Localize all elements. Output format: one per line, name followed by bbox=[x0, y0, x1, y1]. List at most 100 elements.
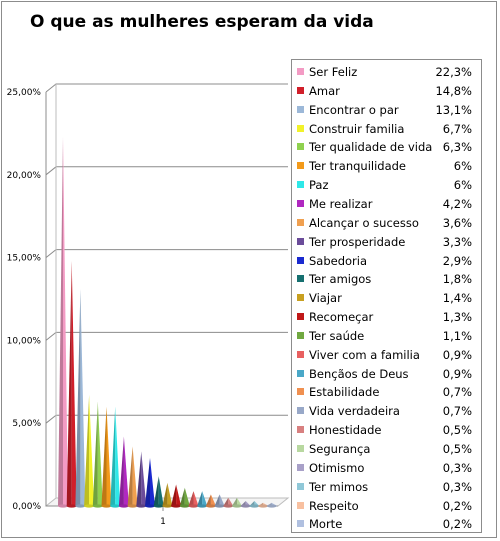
cone-bar bbox=[84, 395, 95, 508]
y-tick-label: 0,00% bbox=[12, 502, 41, 512]
x-tick-label: 1 bbox=[160, 517, 166, 527]
legend-label: Ter tranquilidade bbox=[309, 159, 406, 174]
legend-swatch bbox=[297, 482, 304, 490]
cone-left-face bbox=[205, 494, 211, 507]
cone-base bbox=[58, 504, 68, 508]
cone-left-face bbox=[118, 436, 124, 507]
legend-label: Bençãos de Deus bbox=[309, 366, 409, 381]
cone-bar bbox=[66, 260, 77, 508]
cone-right-face bbox=[193, 491, 199, 507]
legend-item: Honestidade 0,5% bbox=[292, 421, 481, 440]
legend-value: 0,2% bbox=[442, 517, 472, 532]
cone-bar bbox=[249, 501, 260, 508]
cone-left-face bbox=[153, 476, 159, 507]
cone-left-face bbox=[136, 451, 142, 507]
cone-bar bbox=[205, 494, 216, 508]
cone-bar bbox=[118, 436, 129, 508]
chart-title: O que as mulheres esperam da vida bbox=[30, 12, 374, 32]
cone-left-face bbox=[162, 482, 168, 507]
cone-base bbox=[205, 504, 216, 508]
legend-swatch bbox=[297, 350, 304, 358]
legend-value: 6% bbox=[453, 178, 472, 193]
legend-value: 1,3% bbox=[442, 310, 472, 325]
cone-right-face bbox=[89, 395, 95, 507]
legend-swatch bbox=[297, 124, 304, 132]
cone-bar bbox=[162, 482, 173, 508]
legend-value: 0,3% bbox=[442, 479, 472, 494]
legend-swatch bbox=[297, 162, 304, 170]
legend-swatch bbox=[297, 388, 304, 396]
cone-bar bbox=[153, 476, 164, 508]
cone-base bbox=[179, 504, 190, 508]
legend-label: Me realizar bbox=[309, 196, 373, 211]
cone-bar bbox=[75, 289, 86, 508]
gridline bbox=[45, 166, 288, 176]
legend-item: Morte 0,2% bbox=[292, 515, 481, 534]
legend-label: Estabilidade bbox=[309, 385, 380, 400]
legend-item: Estabilidade 0,7% bbox=[292, 383, 481, 402]
legend-label: Alcançar o sucesso bbox=[309, 215, 419, 230]
legend-label: Respeito bbox=[309, 498, 359, 513]
legend-label: Viver com a familia bbox=[309, 347, 420, 362]
cone-right-face bbox=[219, 494, 225, 507]
cone-left-face bbox=[188, 491, 194, 507]
legend-value: 4,2% bbox=[442, 196, 472, 211]
legend-value: 1,1% bbox=[442, 328, 472, 343]
legend-label: Ter mimos bbox=[309, 479, 369, 494]
legend-swatch bbox=[297, 199, 304, 207]
cone-right-face bbox=[97, 401, 103, 507]
legend-swatch bbox=[297, 143, 304, 151]
legend-label: Ter prosperidade bbox=[309, 234, 406, 249]
cone-base bbox=[75, 504, 86, 508]
cone-base bbox=[153, 504, 164, 508]
cone-right-face bbox=[150, 457, 155, 507]
legend-item: Viver com a familia 0,9% bbox=[292, 346, 481, 365]
legend-value: 0,3% bbox=[442, 460, 472, 475]
legend-swatch bbox=[297, 407, 304, 415]
legend-label: Segurança bbox=[309, 442, 371, 456]
cone-base bbox=[118, 504, 129, 508]
cone-right-face bbox=[158, 476, 164, 507]
cone-right-face bbox=[123, 436, 129, 507]
cone-bar bbox=[101, 406, 112, 508]
cone-bar bbox=[266, 502, 277, 508]
legend-label: Sabedoria bbox=[309, 253, 368, 268]
cone-base bbox=[240, 504, 251, 508]
cone-left-face bbox=[145, 457, 150, 507]
legend-swatch bbox=[297, 275, 304, 283]
cone-left-face bbox=[127, 446, 133, 507]
y-tick-label: 15,00% bbox=[7, 254, 42, 264]
cone-right-face bbox=[80, 289, 86, 507]
legend-value: 0,2% bbox=[442, 498, 472, 513]
cone-right-face bbox=[115, 406, 121, 507]
legend-swatch bbox=[297, 426, 304, 434]
legend-item: Ter mimos 0,3% bbox=[292, 478, 481, 497]
cone-bar bbox=[58, 136, 68, 508]
cone-left-face bbox=[171, 484, 177, 507]
cone-base bbox=[197, 504, 208, 508]
legend-item: Construir familia 6,7% bbox=[292, 120, 481, 139]
cone-base bbox=[223, 504, 234, 508]
legend-label: Recomeçar bbox=[309, 310, 374, 325]
cone-right-face bbox=[176, 484, 182, 507]
cone-base bbox=[110, 504, 121, 508]
legend-item: Ser Feliz 22,3% bbox=[292, 63, 481, 82]
cone-bar bbox=[214, 494, 225, 508]
cone-base bbox=[188, 504, 199, 508]
legend-item: Viajar 1,4% bbox=[292, 289, 481, 308]
legend-label: Amar bbox=[309, 83, 340, 98]
legend-label: Viajar bbox=[309, 291, 342, 306]
legend-swatch bbox=[297, 331, 304, 339]
legend-item: Ter tranquilidade 6% bbox=[292, 157, 481, 176]
tick-labels: 0,00% 5,00% 10,00% 15,00% 20,00% 25,00% 1 bbox=[7, 88, 166, 527]
legend-value: 0,7% bbox=[442, 385, 472, 400]
legend-swatch bbox=[297, 105, 304, 113]
cone-right-face bbox=[141, 451, 147, 507]
legend-item: Respeito 0,2% bbox=[292, 497, 481, 516]
legend-value: 22,3% bbox=[435, 65, 472, 79]
cone-base bbox=[266, 504, 277, 508]
legend-value: 0,9% bbox=[442, 366, 472, 381]
legend-label: Ser Feliz bbox=[309, 65, 358, 79]
legend-label: Ter qualidade de vida bbox=[309, 140, 433, 155]
